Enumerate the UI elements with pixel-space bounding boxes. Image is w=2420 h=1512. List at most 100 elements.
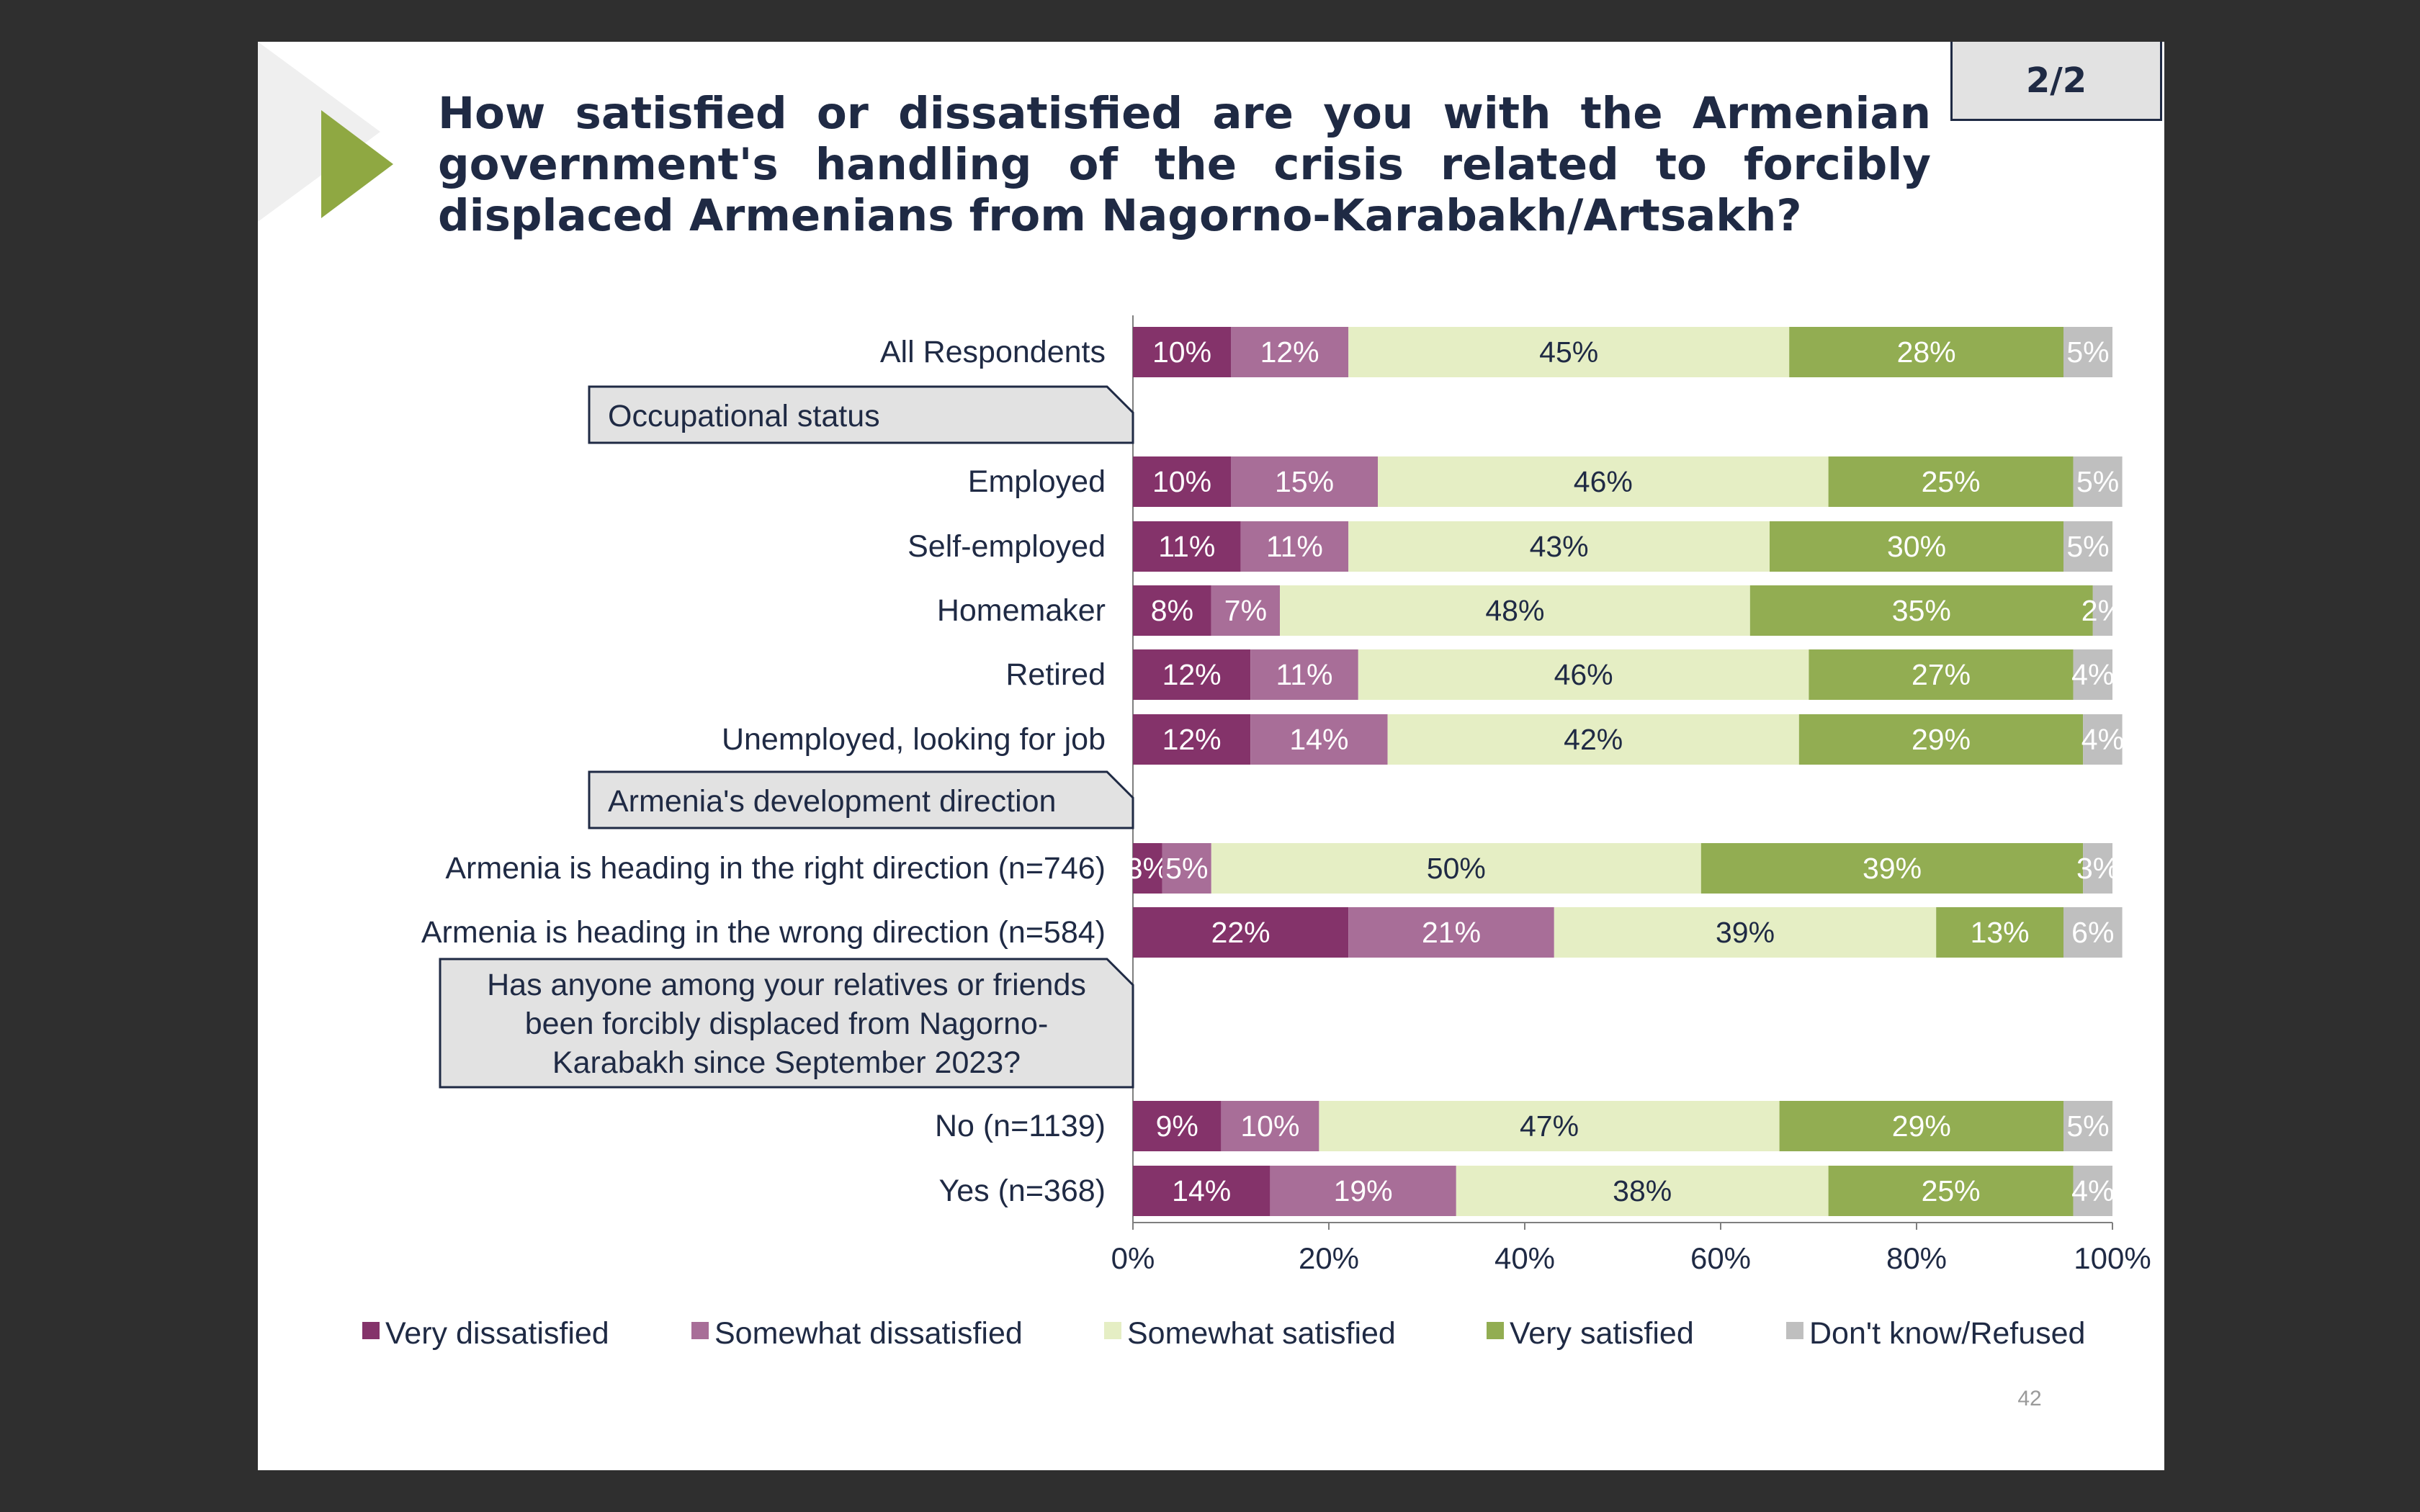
data-label: 11% [1158,530,1215,563]
stacked-bar-chart: All Respondents 10% 12% 45% 28% 5% Occupationa… [362,315,2151,1351]
bar-segment [1789,327,2063,377]
data-label: 3% [2076,852,2119,885]
bar-segment [1779,1101,2063,1151]
bar-segment [1231,327,1349,377]
bar-segment [1387,714,1799,765]
bar-segment [1211,585,1280,636]
row-label: Armenia is heading in the wrong directio… [421,915,1106,950]
data-label: 39% [1716,916,1775,949]
data-label: 2% [2081,594,2124,627]
page-indicator-badge: 2/2 [1950,42,2162,121]
bar-segment [1270,1166,1456,1216]
data-label: 21% [1422,916,1481,949]
legend-entry: Somewhat dissatisfied [714,1316,1023,1351]
data-label: 46% [1554,658,1613,691]
section-header-text: Occupational status [608,399,880,433]
data-label: 5% [2066,336,2109,369]
data-label: 11% [1266,530,1323,563]
legend-entry: Don't know/Refused [1809,1316,2085,1351]
x-tick-label: 0% [1111,1241,1155,1275]
bar-segment [1133,649,1251,700]
data-label: 10% [1240,1110,1299,1143]
data-label: 12% [1162,658,1222,691]
bar-segment [1240,521,1349,572]
bar-segment [1133,521,1241,572]
data-label: 42% [1564,723,1623,756]
section-header-text: Has anyone among your relatives or frien… [487,968,1086,1002]
bar-segment [1221,1101,1319,1151]
page-title: How satisfied or dissatisfied are you wi… [438,88,1931,241]
bar-segment [2073,649,2112,700]
data-label: 10% [1152,465,1211,498]
legend-entry: Very satisfied [1510,1316,1694,1351]
legend-entry: Somewhat satisfied [1127,1316,1396,1351]
x-tick-label: 40% [1494,1241,1555,1275]
bar-segment [1133,714,1251,765]
bar-segment [2092,585,2112,636]
bar-segment [1133,1166,1270,1216]
data-label: 4% [2071,658,2114,691]
data-label: 5% [2076,465,2119,498]
row-label: Unemployed, looking for job [722,722,1106,757]
data-label: 38% [1613,1174,1672,1207]
bar-segment [1133,1101,1222,1151]
x-tick-label: 80% [1886,1241,1947,1275]
slide: How satisfied or dissatisfied are you wi… [258,42,2164,1470]
bar-segment [2063,1101,2112,1151]
page-number: 42 [2017,1387,2042,1410]
x-tick-label: 60% [1690,1241,1751,1275]
decorative-triangle-green [321,110,393,218]
bar-segment [1378,456,1829,507]
legend-swatch [691,1322,709,1339]
bar-segment [1250,649,1358,700]
bar-segment [1211,843,1701,894]
data-label: 39% [1863,852,1922,885]
bar-segment [2063,327,2112,377]
section-header-text: Armenia's development direction [608,784,1056,819]
data-label: 6% [2071,916,2114,949]
data-label: 10% [1152,336,1211,369]
decorative-triangle-light [258,42,380,222]
bar-segment [1133,327,1231,377]
section-header-text: been forcibly displaced from Nagorno- [525,1007,1049,1041]
bar-segment [1231,456,1378,507]
data-label: 3% [1126,852,1169,885]
data-label: 45% [1539,336,1598,369]
bar-segment [1162,843,1211,894]
section-header-box [588,385,1134,444]
data-label: 4% [2071,1174,2114,1207]
bar-segment [1280,585,1750,636]
data-label: 15% [1275,465,1334,498]
row-label: Retired [1005,657,1106,692]
data-label: 4% [2081,723,2124,756]
data-label: 8% [1151,594,1193,627]
row-label: Employed [968,464,1106,499]
data-label: 12% [1162,723,1222,756]
data-label: 14% [1289,723,1348,756]
bar-segment [1133,907,1349,958]
data-label: 29% [1912,723,1971,756]
bar-segment [1250,714,1388,765]
bar-segment [1828,456,2074,507]
bar-segment [1348,907,1554,958]
bar-segment [1798,714,2084,765]
bar-segment [1770,521,2063,572]
bar-segment [1358,649,1809,700]
data-label: 25% [1922,465,1981,498]
bar-segment [1936,907,2063,958]
legend-entry: Very dissatisfied [385,1316,609,1351]
data-label: 27% [1912,658,1971,691]
bar-segment [1348,521,1770,572]
row-label: No (n=1139) [935,1109,1106,1143]
bar-segment [2063,521,2112,572]
bar-segment [1554,907,1937,958]
row-label: Homemaker [937,593,1106,628]
data-label: 28% [1897,336,1956,369]
row-label: Self-employed [908,529,1106,564]
data-label: 14% [1172,1174,1231,1207]
data-label: 19% [1334,1174,1393,1207]
bar-segment [1456,1166,1829,1216]
bar-segment [1133,843,1162,894]
data-label: 9% [1156,1110,1198,1143]
x-tick-label: 100% [2074,1241,2151,1275]
